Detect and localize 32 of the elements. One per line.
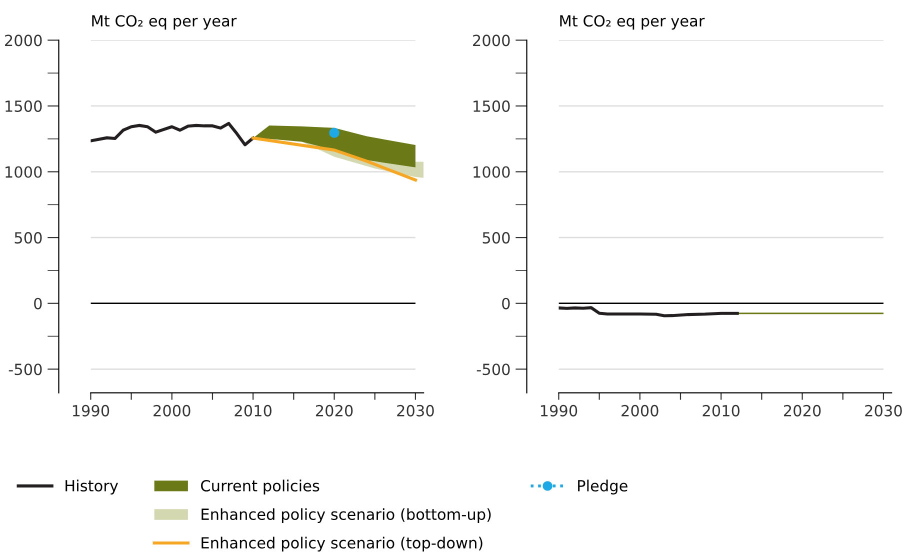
x-tick-label: 2010 — [234, 404, 272, 416]
x-tick-label: 2030 — [397, 404, 434, 416]
y-tick-label: 0 — [502, 298, 510, 310]
legend-label: History — [66, 480, 118, 494]
x-tick-label: 1990 — [540, 404, 578, 416]
y-tick-label: 2000 — [5, 34, 42, 46]
y-axis-title: Mt CO₂ eq per year — [92, 15, 237, 30]
legend-label: Enhanced policy scenario (bottom-up) — [202, 508, 491, 523]
x-tick-label: 2020 — [784, 404, 821, 416]
y-tick-label: 1500 — [6, 100, 42, 112]
y-tick-label: -500 — [476, 364, 510, 376]
legend-label: Enhanced policy scenario (top-down) — [202, 536, 482, 552]
y-tick-label: 1000 — [474, 166, 510, 178]
legend-label: Current policies — [201, 480, 320, 494]
y-tick-label: -500 — [8, 364, 42, 376]
x-tick-label: 2020 — [316, 404, 353, 416]
y-tick-label: 1500 — [474, 100, 510, 112]
x-tick-label: 2010 — [702, 404, 740, 416]
y-tick-label: 1000 — [6, 166, 42, 178]
x-tick-label: 2030 — [865, 404, 902, 416]
y-tick-label: 500 — [482, 232, 510, 244]
y-tick-label: 500 — [14, 232, 42, 244]
y-tick-label: 0 — [34, 298, 42, 310]
y-tick-label: 2000 — [473, 34, 510, 46]
legend-label: Pledge — [578, 480, 628, 494]
x-tick-label: 1990 — [72, 404, 110, 416]
x-tick-label: 2000 — [622, 404, 658, 416]
line-series — [558, 306, 739, 318]
y-axis-title: Mt CO₂ eq per year — [560, 15, 705, 30]
line-series — [90, 122, 255, 146]
x-tick-label: 2000 — [154, 404, 190, 416]
line-series — [252, 136, 417, 182]
